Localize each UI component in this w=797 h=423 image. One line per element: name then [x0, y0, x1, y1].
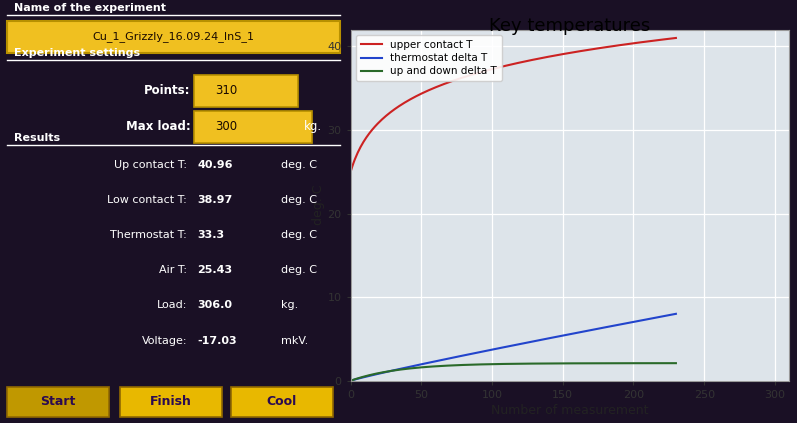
up and down delta T	[647, 361, 657, 366]
Text: 300: 300	[215, 121, 237, 133]
Text: Start: Start	[41, 396, 76, 408]
Text: 40.96: 40.96	[198, 160, 233, 170]
upper contact T	[647, 38, 657, 44]
Text: mkV.: mkV.	[281, 335, 308, 346]
Text: 306.0: 306.0	[198, 300, 233, 310]
Text: Air T:: Air T:	[159, 265, 187, 275]
Line: up and down delta T: up and down delta T	[351, 363, 676, 381]
upper contact T	[669, 36, 678, 41]
upper contact T	[671, 36, 681, 41]
Text: Thermostat T:: Thermostat T:	[111, 230, 187, 240]
FancyBboxPatch shape	[230, 387, 333, 417]
up and down delta T	[346, 378, 355, 383]
thermostat delta T	[647, 316, 657, 321]
Text: 310: 310	[215, 85, 238, 97]
Text: deg. C: deg. C	[281, 230, 317, 240]
Text: 38.97: 38.97	[198, 195, 233, 205]
thermostat delta T	[669, 312, 678, 317]
thermostat delta T	[406, 364, 415, 369]
up and down delta T	[610, 361, 619, 366]
Text: Cu_1_Grizzly_16.09.24_InS_1: Cu_1_Grizzly_16.09.24_InS_1	[92, 31, 254, 42]
Text: Up contact T:: Up contact T:	[114, 160, 187, 170]
Text: Finish: Finish	[150, 396, 192, 408]
thermostat delta T	[457, 353, 466, 358]
Text: Voltage:: Voltage:	[142, 335, 187, 346]
thermostat delta T	[346, 378, 355, 383]
Text: deg. C: deg. C	[281, 160, 317, 170]
up and down delta T	[457, 363, 466, 368]
up and down delta T	[406, 366, 415, 371]
Text: 25.43: 25.43	[198, 265, 233, 275]
thermostat delta T	[603, 324, 613, 330]
Text: kg.: kg.	[304, 121, 323, 133]
Text: Experiment settings: Experiment settings	[14, 48, 140, 58]
Line: thermostat delta T: thermostat delta T	[351, 314, 676, 381]
up and down delta T	[671, 361, 681, 366]
Text: Points:: Points:	[144, 85, 190, 97]
upper contact T	[603, 44, 613, 49]
Text: Load:: Load:	[157, 300, 187, 310]
Text: deg. C: deg. C	[281, 195, 317, 205]
Line: upper contact T: upper contact T	[351, 38, 676, 172]
Text: Results: Results	[14, 132, 60, 143]
Legend: upper contact T, thermostat delta T, up and down delta T: upper contact T, thermostat delta T, up …	[356, 35, 502, 82]
thermostat delta T	[671, 311, 681, 316]
Y-axis label: deg. C: deg. C	[312, 185, 324, 225]
Text: Name of the experiment: Name of the experiment	[14, 3, 166, 13]
FancyBboxPatch shape	[120, 387, 222, 417]
upper contact T	[457, 75, 466, 80]
FancyBboxPatch shape	[194, 111, 312, 143]
up and down delta T	[669, 361, 678, 366]
X-axis label: Number of measurement: Number of measurement	[491, 404, 649, 417]
Text: -17.03: -17.03	[198, 335, 238, 346]
up and down delta T	[603, 361, 613, 366]
Text: 33.3: 33.3	[198, 230, 225, 240]
upper contact T	[406, 97, 415, 102]
FancyBboxPatch shape	[7, 21, 340, 53]
thermostat delta T	[610, 323, 619, 328]
Text: kg.: kg.	[281, 300, 298, 310]
upper contact T	[346, 169, 355, 174]
Text: deg. C: deg. C	[281, 265, 317, 275]
upper contact T	[610, 43, 619, 48]
Text: Cool: Cool	[266, 396, 296, 408]
FancyBboxPatch shape	[194, 75, 298, 107]
FancyBboxPatch shape	[7, 387, 109, 417]
Text: Low contact T:: Low contact T:	[108, 195, 187, 205]
Text: Max load:: Max load:	[126, 121, 190, 133]
Text: Key temperatures: Key temperatures	[489, 17, 650, 35]
